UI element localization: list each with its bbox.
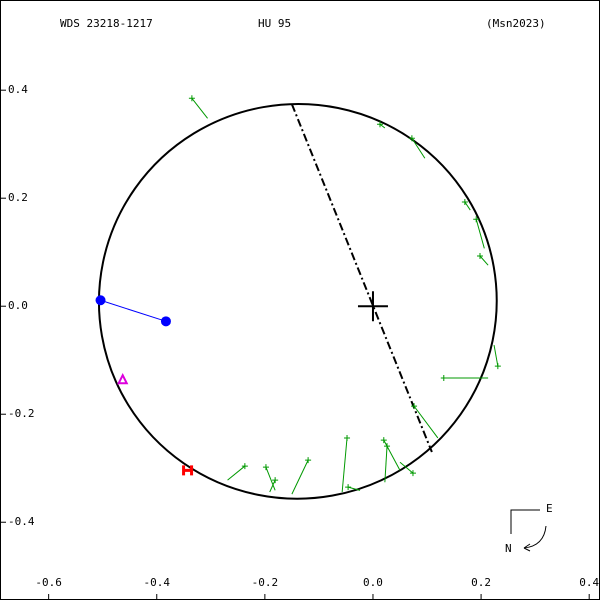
compass-arrow (523, 525, 547, 549)
observation (473, 216, 480, 223)
residual (291, 459, 309, 495)
residual (191, 97, 208, 119)
residual (475, 219, 485, 249)
orbit (97, 103, 498, 500)
residual (341, 437, 348, 493)
residual (384, 446, 388, 483)
compass-arrowhead (523, 543, 531, 552)
observation (241, 463, 248, 470)
residual (347, 486, 361, 491)
speckle-marker (182, 465, 194, 476)
line-of-nodes (290, 103, 433, 453)
observation (494, 363, 501, 370)
chart-subtitle: HU 95 (258, 17, 291, 30)
primary (357, 291, 388, 322)
x-tick-label: -0.4 (144, 576, 171, 589)
observation (344, 434, 351, 441)
x-tick-label: 0.0 (363, 576, 383, 589)
observation (188, 95, 195, 102)
observation (440, 375, 447, 382)
observation (411, 403, 418, 410)
x-tick-label: -0.6 (35, 576, 62, 589)
y-tick-label: -0.4 (8, 515, 35, 528)
residual (227, 465, 246, 481)
residual (493, 345, 499, 367)
observation (305, 457, 312, 464)
y-tick-label: 0.0 (8, 299, 28, 312)
residual (479, 255, 489, 266)
y-tick-label: 0.4 (8, 83, 28, 96)
observation (408, 135, 415, 142)
y-tick-label: 0.2 (8, 191, 28, 204)
observation (380, 437, 387, 444)
observation (345, 484, 352, 491)
residual (265, 466, 276, 491)
residual (411, 137, 426, 159)
y-tick-label: -0.2 (8, 407, 35, 420)
residual (383, 439, 401, 471)
x-tick-label: 0.2 (471, 576, 491, 589)
observation (384, 443, 391, 450)
observation (477, 252, 483, 259)
triangle-marker (117, 372, 129, 385)
residual (379, 123, 386, 129)
observation (377, 121, 383, 128)
chart-title: WDS 23218-1217 (60, 17, 153, 30)
position (95, 295, 106, 306)
observation (262, 464, 269, 471)
compass-axes (510, 509, 540, 534)
residual (399, 461, 414, 474)
residual (464, 201, 471, 211)
compass-east: E (546, 502, 553, 515)
position-link (100, 299, 167, 322)
observation (272, 477, 279, 484)
residual (413, 405, 439, 439)
reference: (Msn2023) (486, 17, 546, 30)
position (160, 316, 171, 327)
compass-north: N (505, 542, 512, 555)
observation (409, 470, 416, 477)
x-tick-label: -0.2 (252, 576, 279, 589)
x-tick-label: 0.4 (579, 576, 599, 589)
observation (461, 198, 468, 205)
residual (269, 479, 276, 493)
